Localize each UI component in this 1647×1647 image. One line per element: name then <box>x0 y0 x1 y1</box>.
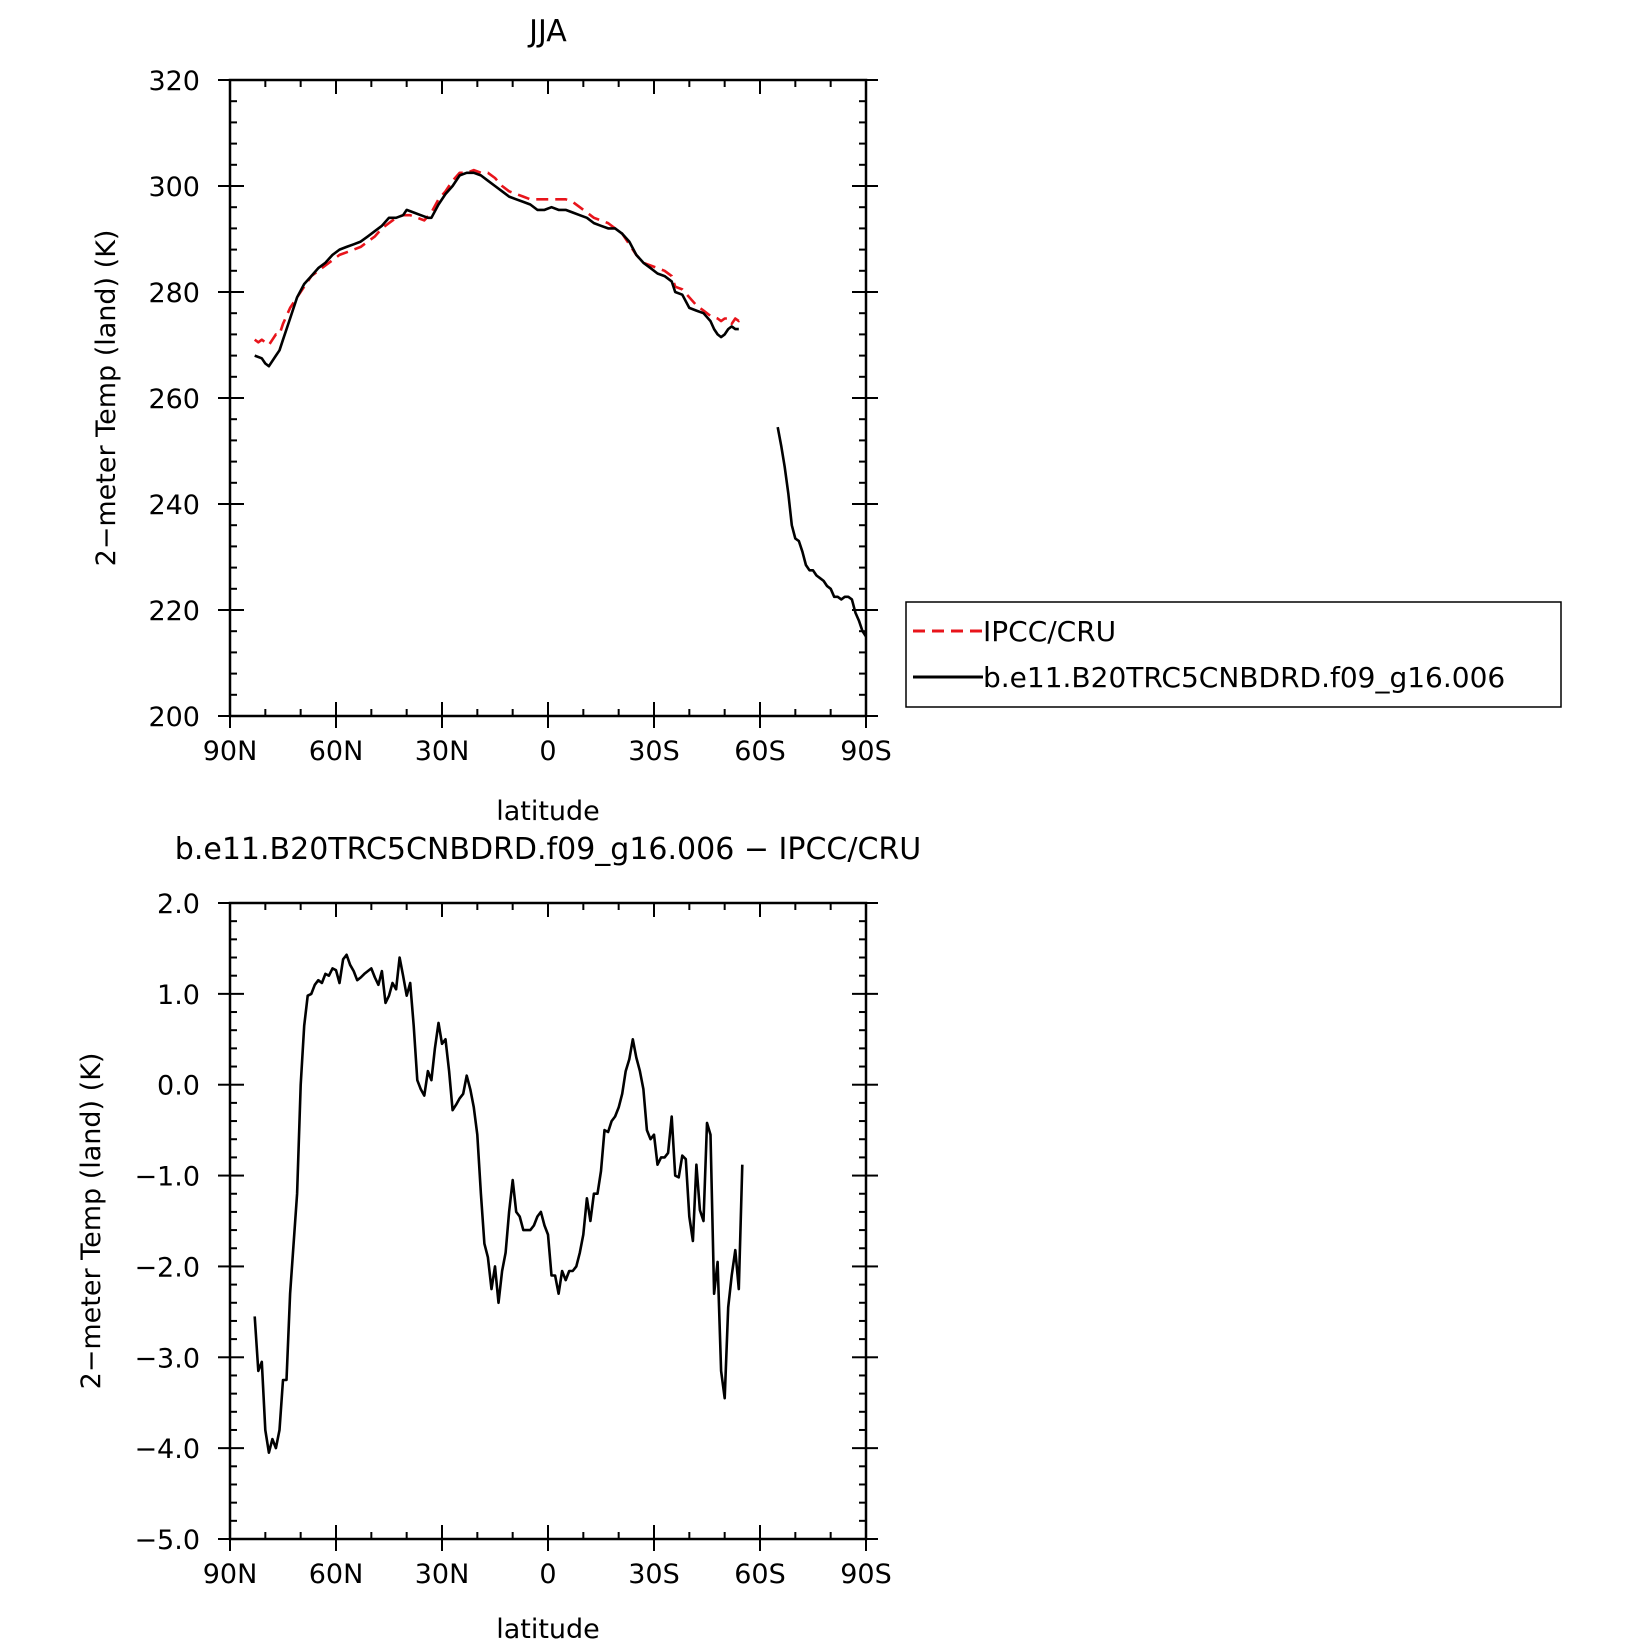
bottom-x-tick-label: 90N <box>203 1559 258 1590</box>
bottom-y-tick-label: −5.0 <box>134 1525 200 1556</box>
top-plot-frame <box>228 78 868 718</box>
legend-label-ipcc-cru: IPCC/CRU <box>983 615 1116 648</box>
bottom-y-tick-label: −2.0 <box>134 1252 200 1283</box>
top-series-1-line-1 <box>776 426 868 638</box>
top-ticks-group: 90N 60N 30N 0 30S 60S 90S 200 220 240 260 280 300 320 <box>148 66 891 767</box>
bottom-y-tick-label: 2.0 <box>157 889 200 920</box>
legend-label-model: b.e11.B20TRC5CNBDRD.f09_g16.006 <box>983 661 1505 694</box>
top-x-tick-label: 30S <box>628 736 680 767</box>
legend-box <box>905 601 1562 708</box>
top-x-axis-title: latitude <box>496 796 600 827</box>
top-y-tick-label: 320 <box>148 66 200 97</box>
bottom-y-tick-label: 0.0 <box>157 1071 200 1102</box>
top-y-tick-label: 300 <box>148 172 200 203</box>
top-x-tick-label: 0 <box>539 736 556 767</box>
bottom-y-axis-title: 2−meter Temp (land) (K) <box>76 1053 107 1390</box>
top-series-1-line-0 <box>254 171 739 368</box>
bottom-plot-frame <box>228 901 868 1541</box>
bottom-x-tick-label: 60N <box>309 1559 364 1590</box>
bottom-y-tick-label: −4.0 <box>134 1434 200 1465</box>
top-x-tick-label: 60S <box>734 736 786 767</box>
bottom-x-axis-title: latitude <box>496 1614 600 1645</box>
bottom-series-0-line-0 <box>253 953 744 1454</box>
bottom-y-tick-label: −1.0 <box>134 1162 200 1193</box>
top-x-tick-label: 60N <box>309 736 364 767</box>
bottom-y-tick-label: −3.0 <box>134 1343 200 1374</box>
top-series-0-line-0 <box>253 168 744 347</box>
top-chart-title: JJA <box>527 14 567 49</box>
top-panel: JJA 90N 60N 30N 0 30S 60S 90S 200 220 240 260 280 30… <box>91 14 1562 827</box>
bottom-x-tick-label: 60S <box>734 1559 786 1590</box>
bottom-chart-title: b.e11.B20TRC5CNBDRD.f09_g16.006 − IPCC/C… <box>175 832 921 867</box>
top-y-tick-label: 260 <box>148 384 200 415</box>
bottom-panel: b.e11.B20TRC5CNBDRD.f09_g16.006 − IPCC/C… <box>76 832 921 1645</box>
bottom-x-tick-label: 0 <box>539 1559 556 1590</box>
top-x-tick-label: 90S <box>840 736 892 767</box>
top-x-tick-label: 30N <box>415 736 470 767</box>
top-y-tick-label: 280 <box>148 278 200 309</box>
bottom-x-tick-label: 90S <box>840 1559 892 1590</box>
top-y-tick-label: 240 <box>148 490 200 521</box>
top-x-tick-label: 90N <box>203 736 258 767</box>
top-y-tick-label: 200 <box>148 702 200 733</box>
top-y-axis-title: 2−meter Temp (land) (K) <box>91 230 122 567</box>
bottom-ticks-group: 90N 60N 30N 0 30S 60S 90S 2.0 1.0 0.0 −1.0 −2.0 −3.0… <box>134 889 891 1590</box>
top-series-group <box>253 168 868 638</box>
bottom-series-group <box>253 953 744 1454</box>
top-y-tick-label: 220 <box>148 596 200 627</box>
bottom-x-tick-label: 30N <box>415 1559 470 1590</box>
legend: IPCC/CRU b.e11.B20TRC5CNBDRD.f09_g16.006 <box>905 601 1562 708</box>
bottom-x-tick-label: 30S <box>628 1559 680 1590</box>
bottom-y-tick-label: 1.0 <box>157 980 200 1011</box>
